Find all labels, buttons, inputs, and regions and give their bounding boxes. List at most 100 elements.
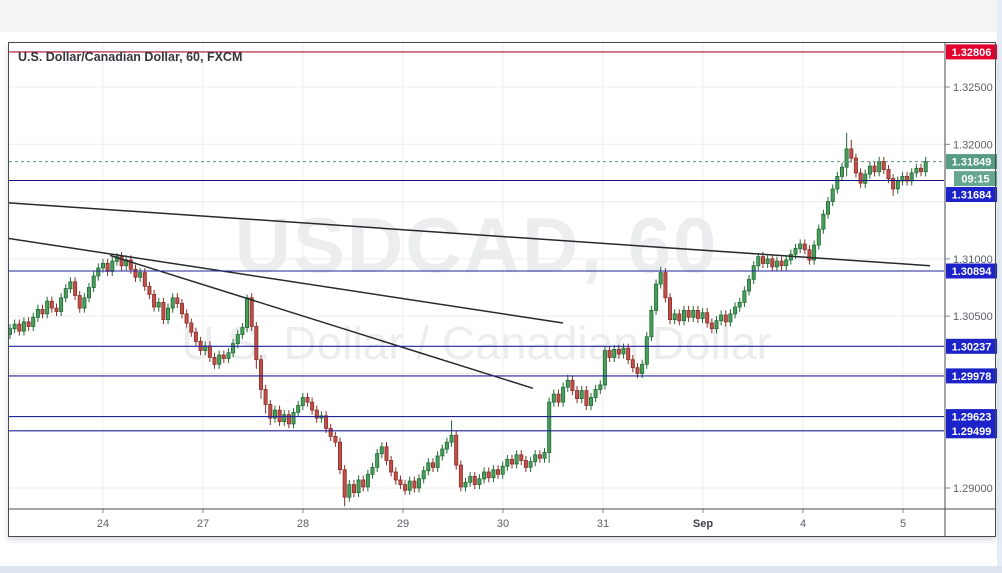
candle[interactable]: [644, 332, 649, 369]
candle[interactable]: [68, 277, 73, 294]
candle[interactable]: [54, 303, 59, 317]
candle[interactable]: [468, 472, 473, 487]
candle[interactable]: [35, 304, 40, 322]
candle[interactable]: [584, 386, 589, 411]
candle[interactable]: [612, 344, 617, 362]
candle[interactable]: [189, 318, 194, 337]
candle[interactable]: [747, 274, 752, 296]
candle[interactable]: [361, 475, 366, 492]
candle[interactable]: [872, 161, 877, 177]
candle[interactable]: [523, 455, 528, 472]
candle[interactable]: [286, 410, 291, 429]
candle[interactable]: [184, 309, 189, 328]
candle[interactable]: [561, 382, 566, 407]
candle[interactable]: [440, 444, 445, 461]
candle[interactable]: [714, 316, 719, 334]
candle[interactable]: [356, 475, 361, 498]
trendline[interactable]: [7, 202, 931, 267]
candle[interactable]: [826, 197, 831, 219]
candle[interactable]: [505, 454, 510, 471]
candle[interactable]: [17, 319, 22, 336]
candle[interactable]: [867, 161, 872, 179]
candle[interactable]: [728, 309, 733, 327]
candle[interactable]: [682, 305, 687, 326]
candle[interactable]: [533, 450, 538, 467]
candle[interactable]: [900, 171, 905, 186]
trendline[interactable]: [7, 237, 564, 324]
candle[interactable]: [500, 461, 505, 479]
candle[interactable]: [26, 317, 31, 331]
candle[interactable]: [816, 224, 821, 250]
candle[interactable]: [723, 310, 728, 327]
candle[interactable]: [203, 341, 208, 356]
candles-layer[interactable]: [8, 132, 928, 507]
candle[interactable]: [486, 467, 491, 483]
candle[interactable]: [170, 293, 175, 313]
candle[interactable]: [840, 162, 845, 181]
candle[interactable]: [435, 451, 440, 472]
candle[interactable]: [138, 268, 143, 282]
candle[interactable]: [221, 350, 226, 364]
candle[interactable]: [677, 309, 682, 326]
candle[interactable]: [337, 437, 342, 475]
candle[interactable]: [268, 399, 273, 425]
candle[interactable]: [598, 380, 603, 395]
candle[interactable]: [686, 305, 691, 322]
candle[interactable]: [152, 289, 157, 312]
candle[interactable]: [179, 299, 184, 319]
candle[interactable]: [751, 261, 756, 285]
candle[interactable]: [537, 450, 542, 463]
candle[interactable]: [300, 392, 305, 411]
candle[interactable]: [226, 348, 231, 364]
candle[interactable]: [909, 168, 914, 186]
price-axis[interactable]: 1.32500 1.32000 1.31000 1.30500 1.29000: [945, 82, 993, 495]
candle[interactable]: [235, 329, 240, 349]
candle[interactable]: [821, 209, 826, 234]
candle[interactable]: [449, 420, 454, 447]
candle[interactable]: [579, 386, 584, 404]
candle[interactable]: [156, 297, 161, 312]
candle[interactable]: [630, 355, 635, 373]
candle[interactable]: [602, 345, 607, 390]
candle[interactable]: [105, 258, 110, 276]
candle[interactable]: [147, 281, 152, 299]
candle[interactable]: [863, 169, 868, 188]
candle[interactable]: [258, 355, 263, 399]
candle[interactable]: [263, 384, 268, 414]
candle[interactable]: [705, 308, 710, 328]
candle[interactable]: [593, 384, 598, 403]
candle[interactable]: [324, 411, 329, 433]
candle[interactable]: [672, 309, 677, 325]
candle[interactable]: [695, 305, 700, 323]
candle[interactable]: [509, 454, 514, 469]
candle[interactable]: [570, 375, 575, 396]
candle[interactable]: [551, 389, 556, 407]
candle[interactable]: [914, 163, 919, 178]
candle[interactable]: [482, 467, 487, 484]
candle[interactable]: [463, 477, 468, 492]
candle[interactable]: [556, 389, 561, 407]
candle[interactable]: [403, 480, 408, 495]
candle[interactable]: [101, 258, 106, 273]
candle[interactable]: [254, 321, 259, 369]
candle[interactable]: [45, 296, 50, 319]
candle[interactable]: [756, 253, 761, 271]
candle[interactable]: [607, 345, 612, 362]
candle[interactable]: [91, 271, 96, 293]
candle[interactable]: [565, 374, 570, 392]
candle[interactable]: [333, 431, 338, 447]
candle[interactable]: [416, 474, 421, 493]
candle[interactable]: [784, 255, 789, 271]
candle[interactable]: [830, 184, 835, 207]
candle[interactable]: [919, 163, 924, 177]
candle[interactable]: [193, 327, 198, 346]
candle[interactable]: [63, 284, 68, 303]
candle[interactable]: [626, 343, 631, 365]
candle[interactable]: [737, 297, 742, 312]
candle[interactable]: [59, 293, 64, 317]
candle[interactable]: [87, 282, 92, 303]
candle[interactable]: [342, 465, 347, 507]
candle[interactable]: [668, 293, 673, 325]
candle[interactable]: [514, 450, 519, 469]
candle[interactable]: [421, 466, 426, 484]
